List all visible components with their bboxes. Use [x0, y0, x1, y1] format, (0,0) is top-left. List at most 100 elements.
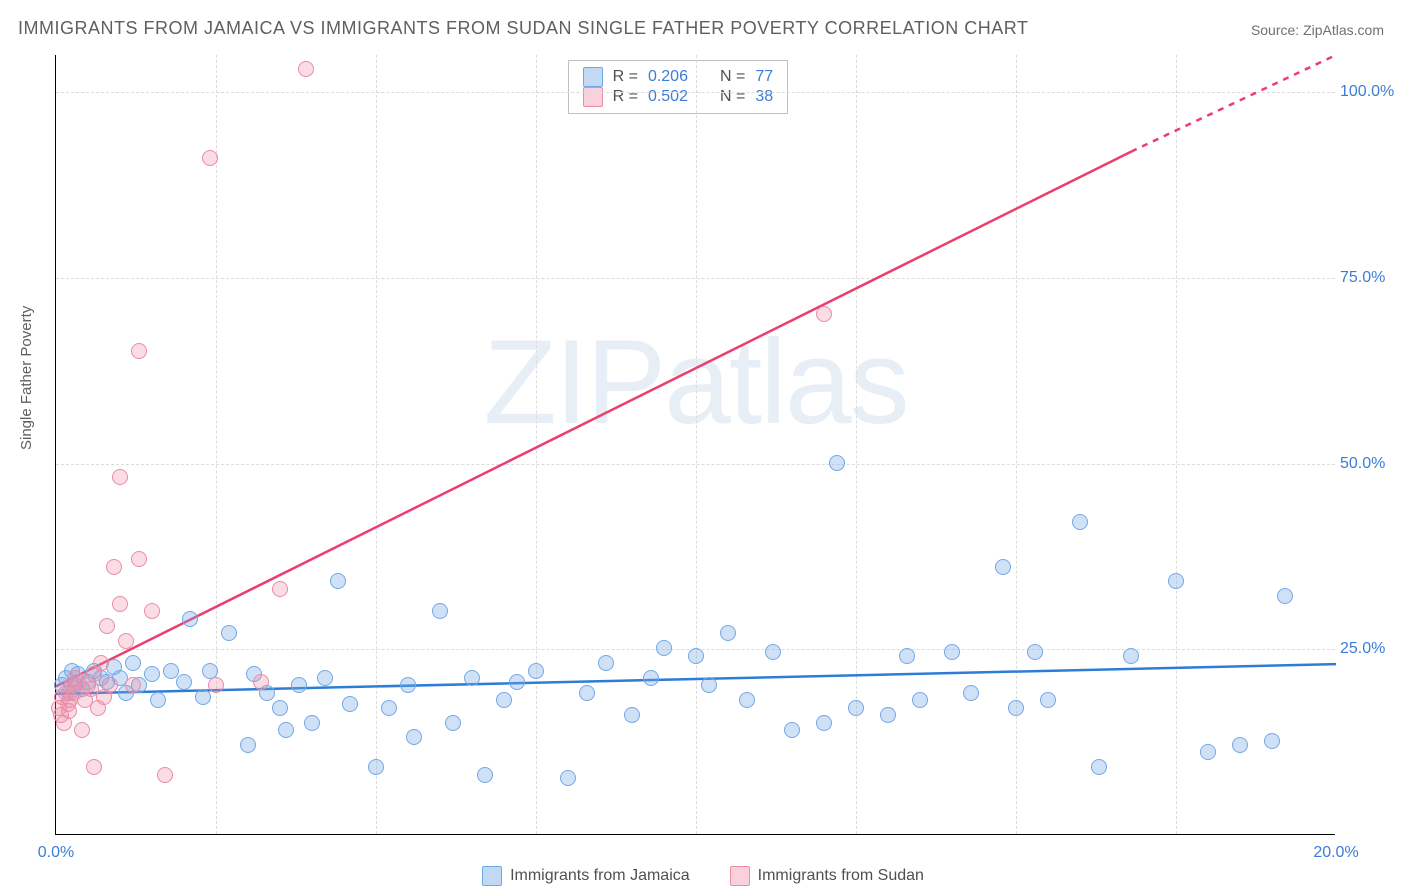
point-sudan	[131, 551, 147, 567]
point-sudan	[298, 61, 314, 77]
point-jamaica	[995, 559, 1011, 575]
point-jamaica	[643, 670, 659, 686]
point-jamaica	[848, 700, 864, 716]
point-jamaica	[195, 689, 211, 705]
point-jamaica	[1027, 644, 1043, 660]
legend-r-value-1: 0.206	[648, 68, 688, 86]
point-sudan	[202, 150, 218, 166]
point-jamaica	[912, 692, 928, 708]
legend-n-label: N =	[720, 88, 745, 106]
point-jamaica	[899, 648, 915, 664]
point-jamaica	[829, 455, 845, 471]
x-tick-label: 0.0%	[38, 844, 74, 862]
point-jamaica	[509, 674, 525, 690]
point-sudan	[93, 655, 109, 671]
point-sudan	[131, 343, 147, 359]
point-jamaica	[1168, 573, 1184, 589]
point-jamaica	[150, 692, 166, 708]
legend-swatch-blue	[482, 866, 502, 886]
legend-n-label: N =	[720, 68, 745, 86]
scatter-plot: ZIPatlas R = 0.206 N = 77 R = 0.502 N = …	[55, 55, 1335, 835]
point-jamaica	[368, 759, 384, 775]
legend-swatch-pink	[730, 866, 750, 886]
legend-label-1: Immigrants from Jamaica	[510, 867, 690, 885]
gridline-v	[856, 55, 857, 834]
point-jamaica	[598, 655, 614, 671]
point-sudan	[272, 581, 288, 597]
point-jamaica	[464, 670, 480, 686]
point-sudan	[74, 722, 90, 738]
point-jamaica	[291, 677, 307, 693]
point-jamaica	[880, 707, 896, 723]
point-jamaica	[624, 707, 640, 723]
point-jamaica	[765, 644, 781, 660]
source-label: Source: ZipAtlas.com	[1251, 22, 1384, 38]
point-jamaica	[816, 715, 832, 731]
point-sudan	[86, 759, 102, 775]
legend-r-label: R =	[613, 68, 638, 86]
point-jamaica	[381, 700, 397, 716]
legend-r-label: R =	[613, 88, 638, 106]
gridline-v	[536, 55, 537, 834]
point-jamaica	[176, 674, 192, 690]
point-sudan	[125, 677, 141, 693]
point-sudan	[99, 618, 115, 634]
point-jamaica	[1200, 744, 1216, 760]
point-jamaica	[528, 663, 544, 679]
point-jamaica	[656, 640, 672, 656]
point-sudan	[118, 633, 134, 649]
point-jamaica	[1277, 588, 1293, 604]
point-jamaica	[720, 625, 736, 641]
point-jamaica	[701, 677, 717, 693]
point-jamaica	[445, 715, 461, 731]
point-sudan	[112, 469, 128, 485]
point-jamaica	[304, 715, 320, 731]
legend-label-2: Immigrants from Sudan	[758, 867, 924, 885]
series-legend: Immigrants from Jamaica Immigrants from …	[0, 866, 1406, 886]
point-jamaica	[1040, 692, 1056, 708]
chart-title: IMMIGRANTS FROM JAMAICA VS IMMIGRANTS FR…	[18, 18, 1028, 39]
point-sudan	[816, 306, 832, 322]
point-jamaica	[1123, 648, 1139, 664]
point-sudan	[112, 596, 128, 612]
point-jamaica	[1072, 514, 1088, 530]
gridline-v	[216, 55, 217, 834]
point-jamaica	[1091, 759, 1107, 775]
point-jamaica	[963, 685, 979, 701]
x-tick-label: 20.0%	[1313, 844, 1358, 862]
point-jamaica	[477, 767, 493, 783]
point-jamaica	[560, 770, 576, 786]
point-jamaica	[272, 700, 288, 716]
point-sudan	[106, 559, 122, 575]
point-jamaica	[784, 722, 800, 738]
legend-r-value-2: 0.502	[648, 88, 688, 106]
point-sudan	[102, 677, 118, 693]
point-jamaica	[144, 666, 160, 682]
legend-swatch-pink	[583, 87, 603, 107]
point-jamaica	[1264, 733, 1280, 749]
point-jamaica	[330, 573, 346, 589]
point-sudan	[208, 677, 224, 693]
point-jamaica	[240, 737, 256, 753]
legend-n-value-1: 77	[755, 68, 773, 86]
point-jamaica	[739, 692, 755, 708]
gridline-v	[1016, 55, 1017, 834]
point-jamaica	[202, 663, 218, 679]
y-tick-label: 100.0%	[1340, 83, 1395, 101]
gridline-v	[376, 55, 377, 834]
y-tick-label: 75.0%	[1340, 269, 1395, 287]
point-jamaica	[944, 644, 960, 660]
point-jamaica	[579, 685, 595, 701]
point-sudan	[253, 674, 269, 690]
y-tick-label: 50.0%	[1340, 455, 1395, 473]
y-axis-label: Single Father Poverty	[18, 306, 35, 450]
point-jamaica	[182, 611, 198, 627]
y-tick-label: 25.0%	[1340, 640, 1395, 658]
point-jamaica	[278, 722, 294, 738]
trend-line	[56, 152, 1131, 687]
point-jamaica	[400, 677, 416, 693]
point-jamaica	[342, 696, 358, 712]
point-jamaica	[432, 603, 448, 619]
point-sudan	[144, 603, 160, 619]
point-jamaica	[688, 648, 704, 664]
